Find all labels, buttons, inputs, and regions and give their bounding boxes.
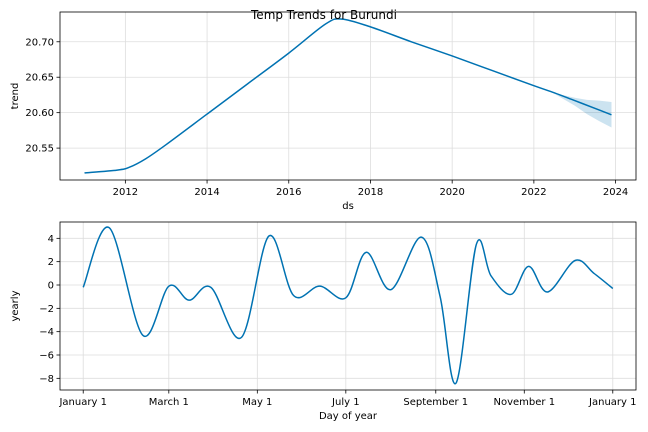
yearly-gridlines: [60, 222, 636, 390]
trend-uncertainty-area: [550, 91, 612, 128]
yearly-x-ticks: January 1 March 1 May 1 July 1 September 1 No…: [58, 390, 637, 408]
yearly-x-tick-label: July 1: [331, 397, 360, 408]
yearly-y-tick-label: −8: [39, 374, 54, 385]
trend-y-tick-label: 20.65: [25, 73, 54, 84]
yearly-y-axis-label: yearly: [10, 290, 21, 321]
trend-x-tick-label: 2012: [113, 187, 138, 198]
trend-plot-frame: [59, 11, 637, 181]
trend-x-tick-label: 2016: [276, 187, 301, 198]
yearly-y-ticks: −8 −6 −4 −2 0 2 4: [39, 234, 60, 385]
trend-x-axis-label: ds: [342, 201, 354, 212]
yearly-x-tick-label: May 1: [242, 397, 272, 408]
yearly-y-tick-label: −6: [39, 351, 54, 362]
trend-y-ticks: 20.55 20.60 20.65 20.70: [25, 37, 60, 155]
trend-x-tick-label: 2020: [439, 187, 464, 198]
yearly-x-axis-label: Day of year: [319, 411, 378, 422]
yearly-x-tick-label: January 1: [58, 397, 106, 408]
yearly-x-tick-label: March 1: [149, 397, 189, 408]
trend-gridlines: [60, 12, 636, 180]
yearly-x-tick-label: September 1: [403, 397, 468, 408]
yearly-plot-frame: [59, 221, 637, 391]
trend-x-tick-label: 2022: [521, 187, 546, 198]
yearly-subplot: January 1 March 1 May 1 July 1 September 1 No…: [10, 221, 637, 422]
yearly-y-tick-label: 4: [48, 234, 54, 245]
figure-title: Temp Trends for Burundi: [250, 8, 397, 22]
yearly-y-tick-label: 2: [48, 257, 54, 268]
trend-y-tick-label: 20.70: [25, 37, 54, 48]
yearly-x-tick-label: November 1: [494, 397, 556, 408]
trend-x-ticks: 2012 2014 2016 2018 2020 2022 2024: [113, 180, 628, 198]
yearly-line-path: [82, 226, 614, 385]
trend-x-tick-label: 2018: [358, 187, 383, 198]
trend-subplot: 2012 2014 2016 2018 2020 2022 2024 20.5520.602…: [10, 11, 637, 212]
yearly-series-line: [82, 226, 614, 385]
trend-x-tick-label: 2024: [603, 187, 628, 198]
trend-y-axis-label: trend: [10, 83, 21, 110]
trend-y-tick-label: 20.60: [25, 108, 54, 119]
trend-line-path: [84, 18, 612, 174]
trend-uncertainty-band: [550, 91, 612, 128]
yearly-y-tick-label: −2: [39, 304, 54, 315]
yearly-y-tick-label: 0: [48, 281, 54, 292]
trend-x-tick-label: 2014: [194, 187, 219, 198]
yearly-y-tick-label: −4: [39, 327, 54, 338]
yearly-x-tick-label: January 1: [588, 397, 636, 408]
trend-series-line: [84, 18, 612, 174]
trend-y-tick-label: 20.55: [25, 144, 54, 155]
